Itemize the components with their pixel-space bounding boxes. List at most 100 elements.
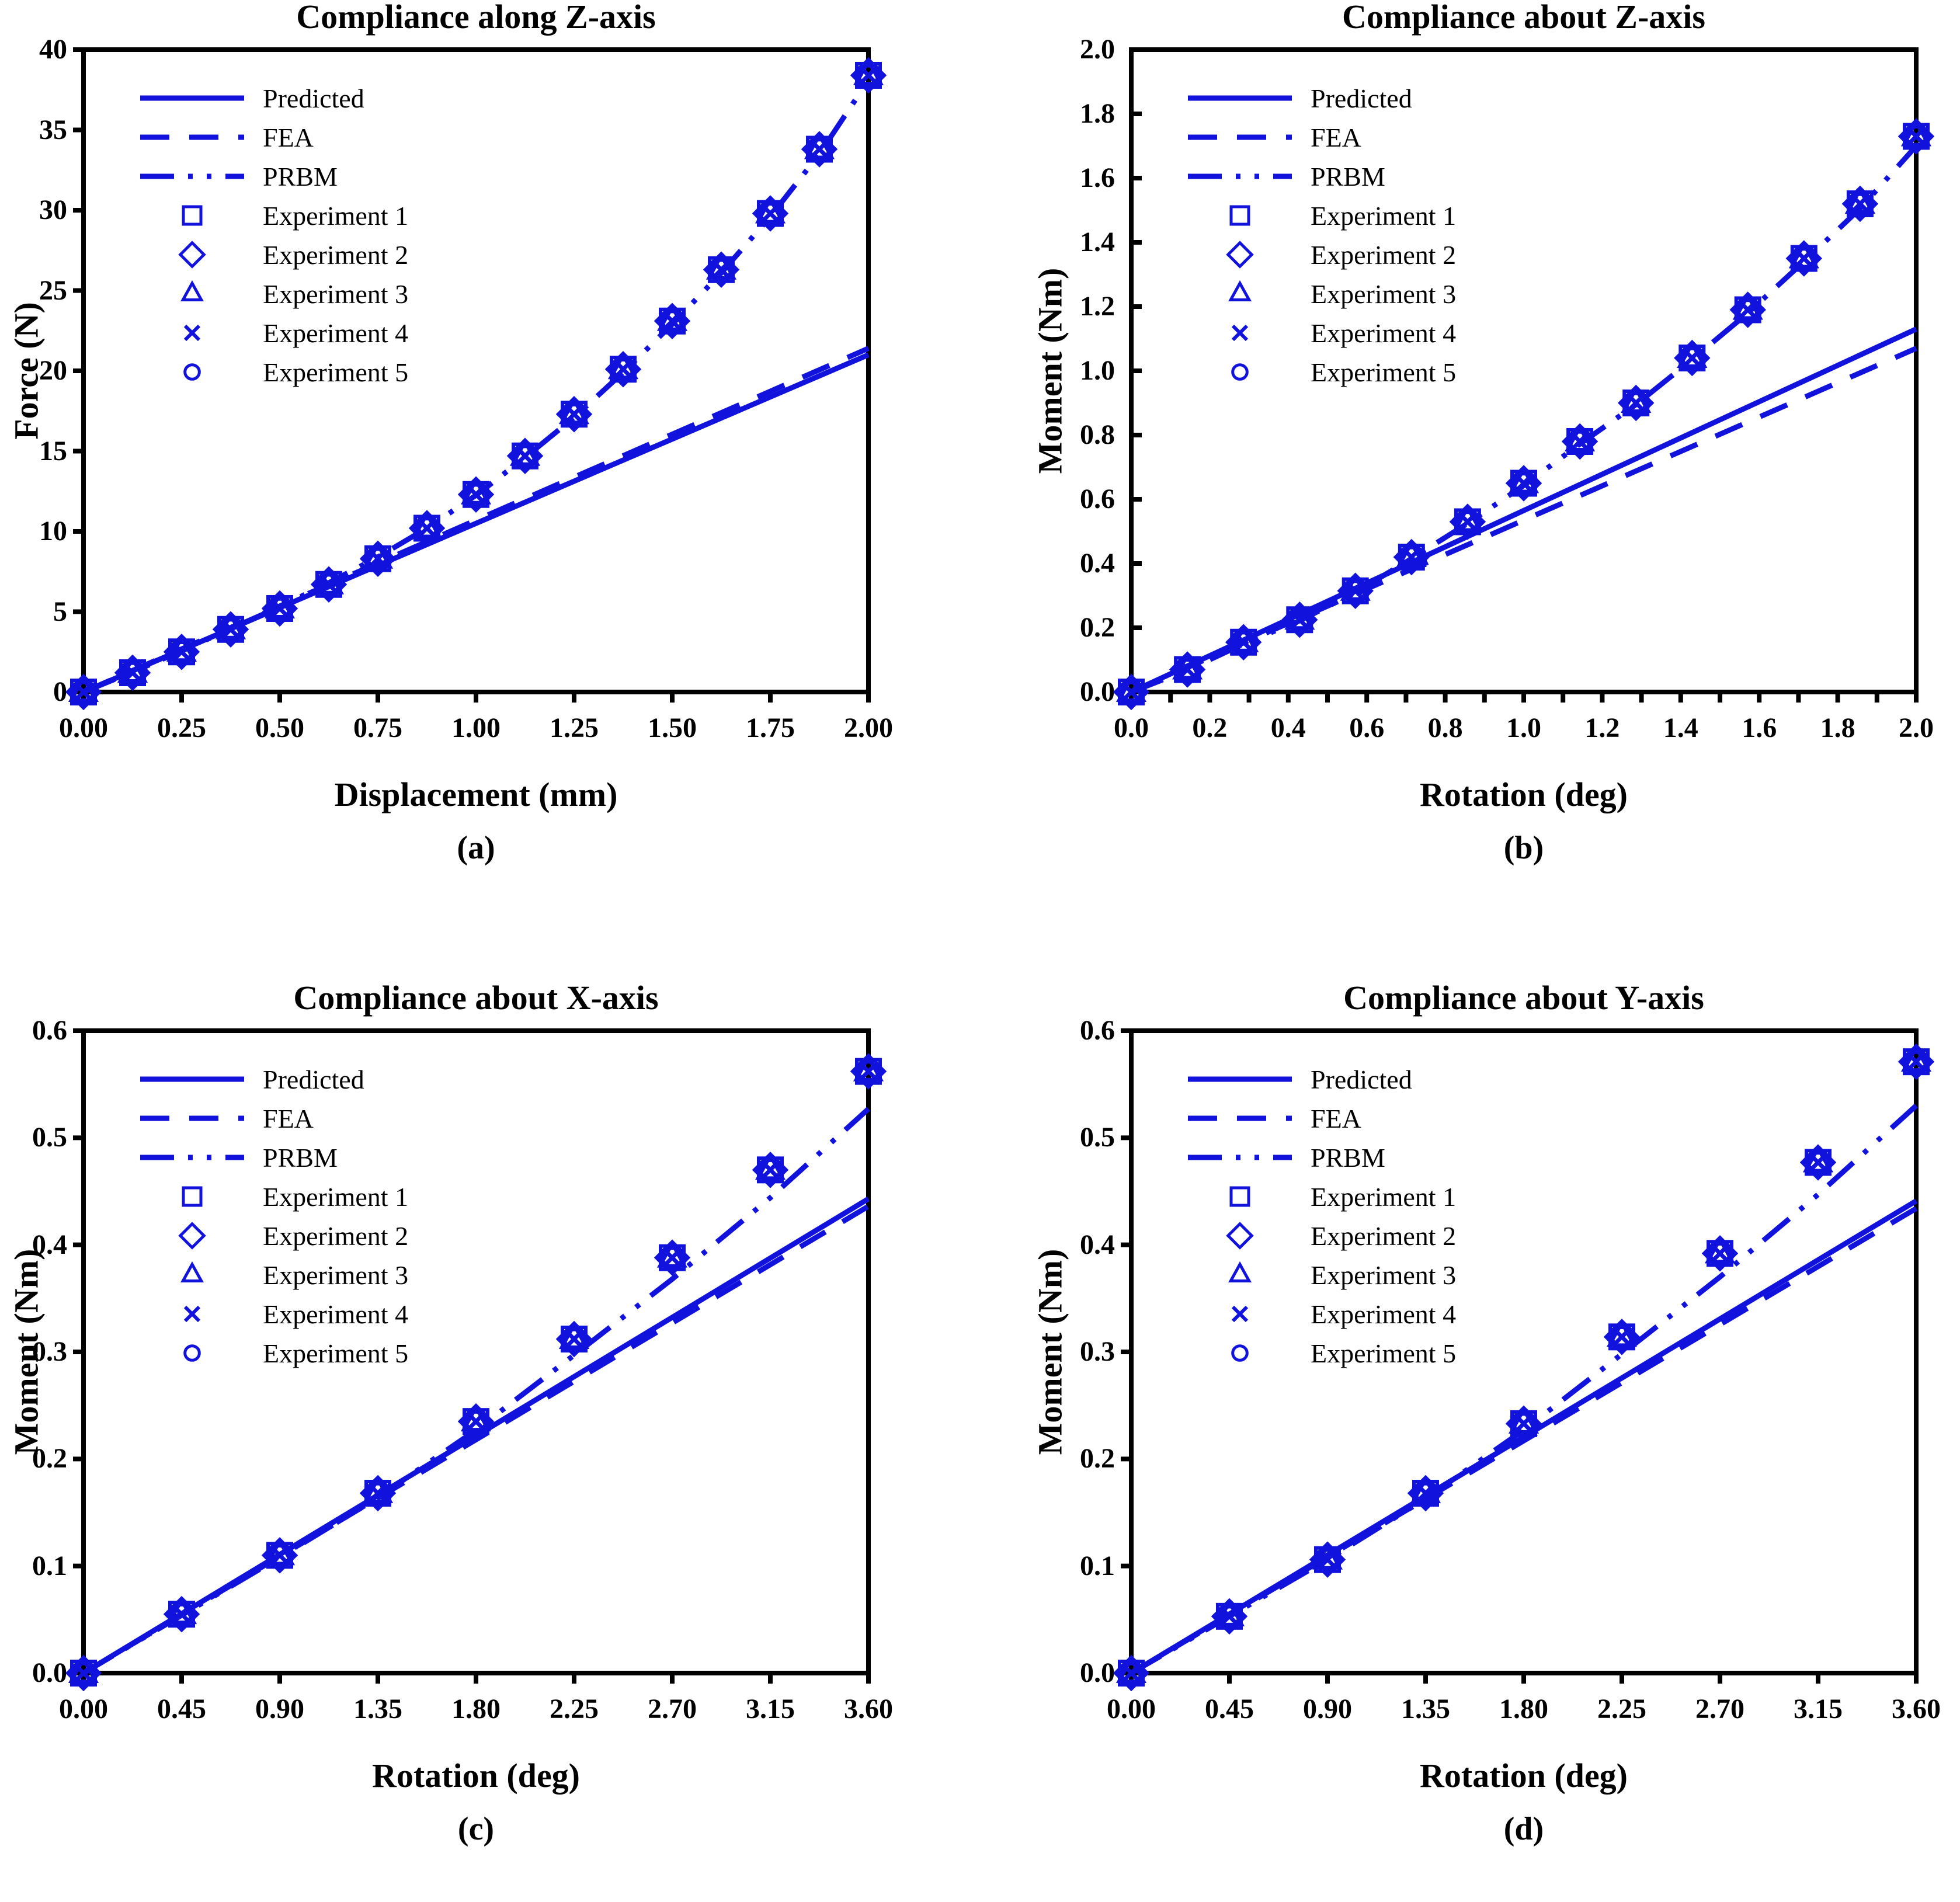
experiment-marker-diamond [1898, 1043, 1935, 1080]
experiment-marker-diamond [1225, 624, 1262, 660]
x-tick-label: 1.00 [451, 712, 501, 743]
legend-x-icon [139, 1296, 245, 1331]
legend-item: PRBM [139, 1138, 338, 1177]
x-tick-label: 1.75 [746, 712, 795, 743]
experiment-marker-circle [1414, 1482, 1437, 1505]
experiment-marker-diamond [555, 1320, 593, 1358]
experiment-marker-diamond [65, 1654, 102, 1692]
experiment-marker-diamond [261, 1537, 298, 1574]
panel-caption: (b) [1503, 830, 1544, 866]
experiment-marker-diamond [1674, 339, 1711, 377]
legend-dashed-line-sample [139, 1101, 245, 1136]
x-tick-label: 0.00 [59, 1694, 108, 1724]
legend-item: FEA [1187, 118, 1361, 157]
experiment-marker-diamond [506, 437, 544, 474]
experiment-marker-diamond [1898, 118, 1935, 155]
x-tick-label: 1.0 [1506, 712, 1541, 743]
experiment-marker-triangle [180, 1261, 204, 1282]
experiment-marker-diamond [1799, 1144, 1837, 1181]
legend-item: Experiment 2 [139, 1216, 408, 1255]
chart-panel-a: Compliance along Z-axis Force (N) Displa… [0, 0, 980, 933]
x-tick-label: 3.15 [746, 1694, 795, 1724]
y-tick-label: 0.8 [1080, 419, 1115, 450]
experiment-marker-diamond [654, 1239, 691, 1276]
experiment-marker-diamond [178, 1222, 206, 1250]
experiment-marker-diamond [752, 195, 789, 232]
legend-item: Experiment 1 [139, 1177, 408, 1216]
y-tick-label: 0.4 [32, 1229, 67, 1260]
legend-item: Experiment 2 [139, 235, 408, 274]
experiment-marker-diamond [1617, 384, 1655, 422]
experiment-marker-circle [72, 1661, 95, 1685]
y-tick-label: 0.2 [1080, 1443, 1115, 1475]
y-tick-label: 35 [39, 114, 67, 145]
y-tick-label: 0 [53, 676, 67, 707]
legend-item: Predicted [1187, 1060, 1412, 1098]
experiment-marker-circle [1316, 1548, 1339, 1571]
x-tick-label: 1.35 [353, 1694, 402, 1724]
experiment-marker-circle [121, 661, 144, 684]
experiment-marker-circle [1610, 1325, 1634, 1348]
experiment-marker-circle [366, 547, 390, 571]
legend-circle-icon [1187, 1336, 1293, 1371]
legend-triangle-icon [139, 276, 245, 311]
experiment-marker-circle [661, 310, 684, 333]
experiment-marker-circle [1512, 1412, 1535, 1435]
experiment-marker-x [183, 1305, 201, 1323]
experiment-marker-circle [857, 1060, 880, 1083]
legend-diamond-icon [1187, 237, 1293, 272]
legend-item: Predicted [1187, 79, 1412, 117]
experiment-markers [1113, 1043, 1935, 1692]
experiment-marker-circle [1624, 391, 1648, 415]
prbm-line [1130, 1103, 1919, 1675]
legend-item: Experiment 5 [139, 1334, 408, 1372]
y-tick-label: 0.4 [1080, 548, 1115, 579]
legend-item: Experiment 3 [1187, 274, 1456, 313]
chart-title: Compliance about X-axis [293, 979, 659, 1017]
experiment-marker-circle [513, 444, 537, 468]
x-tick-label: 0.8 [1427, 712, 1463, 743]
legend-label: FEA [1311, 1103, 1361, 1133]
experiment-marker-x [183, 324, 201, 342]
experiment-marker-square [182, 1186, 203, 1207]
x-tick-label: 1.4 [1663, 712, 1698, 743]
legend-diamond-icon [139, 1218, 245, 1253]
legend-label: PRBM [1311, 1142, 1385, 1173]
experiment-marker-circle [1218, 1605, 1241, 1628]
experiment-marker-circle [1568, 430, 1591, 453]
experiment-marker-diamond [1505, 465, 1542, 502]
x-tick-label: 2.25 [550, 1694, 599, 1724]
y-tick-label: 40 [39, 34, 67, 65]
legend-label: Experiment 1 [1311, 1181, 1457, 1212]
legend-circle-icon [1187, 354, 1293, 390]
experiment-markers [65, 1053, 887, 1692]
y-tick-label: 1.8 [1080, 98, 1115, 129]
legend-label: Experiment 1 [263, 200, 409, 231]
experiment-marker-circle [1231, 1344, 1249, 1362]
experiment-marker-circle [1400, 545, 1423, 569]
legend-x-icon [1187, 1296, 1293, 1331]
experiment-marker-circle [72, 680, 95, 704]
experiment-marker-diamond [359, 1475, 397, 1512]
experiment-marker-circle [808, 138, 831, 161]
y-tick-label: 0.3 [32, 1336, 67, 1367]
experiment-marker-diamond [604, 351, 642, 388]
experiment-marker-diamond [654, 302, 691, 339]
experiment-marker-circle [170, 1602, 193, 1626]
y-tick-label: 0.6 [1080, 484, 1115, 514]
experiment-marker-circle [759, 1158, 782, 1181]
experiment-marker-circle [1806, 1151, 1830, 1174]
legend-label: Predicted [263, 83, 364, 113]
legend-solid-line-sample [1187, 81, 1293, 116]
legend-circle-icon [139, 354, 245, 390]
legend-label: Experiment 3 [1311, 1260, 1457, 1290]
experiment-marker-circle [1680, 346, 1704, 370]
experiment-marker-circle [1792, 247, 1816, 270]
experiment-marker-diamond [163, 634, 200, 670]
experiment-marker-diamond [359, 540, 397, 577]
experiment-markers [65, 57, 887, 711]
legend-item: Experiment 2 [1187, 1216, 1456, 1255]
legend-label: Experiment 5 [263, 1338, 409, 1368]
legend-item: FEA [139, 118, 314, 157]
legend-diamond-icon [139, 237, 245, 272]
